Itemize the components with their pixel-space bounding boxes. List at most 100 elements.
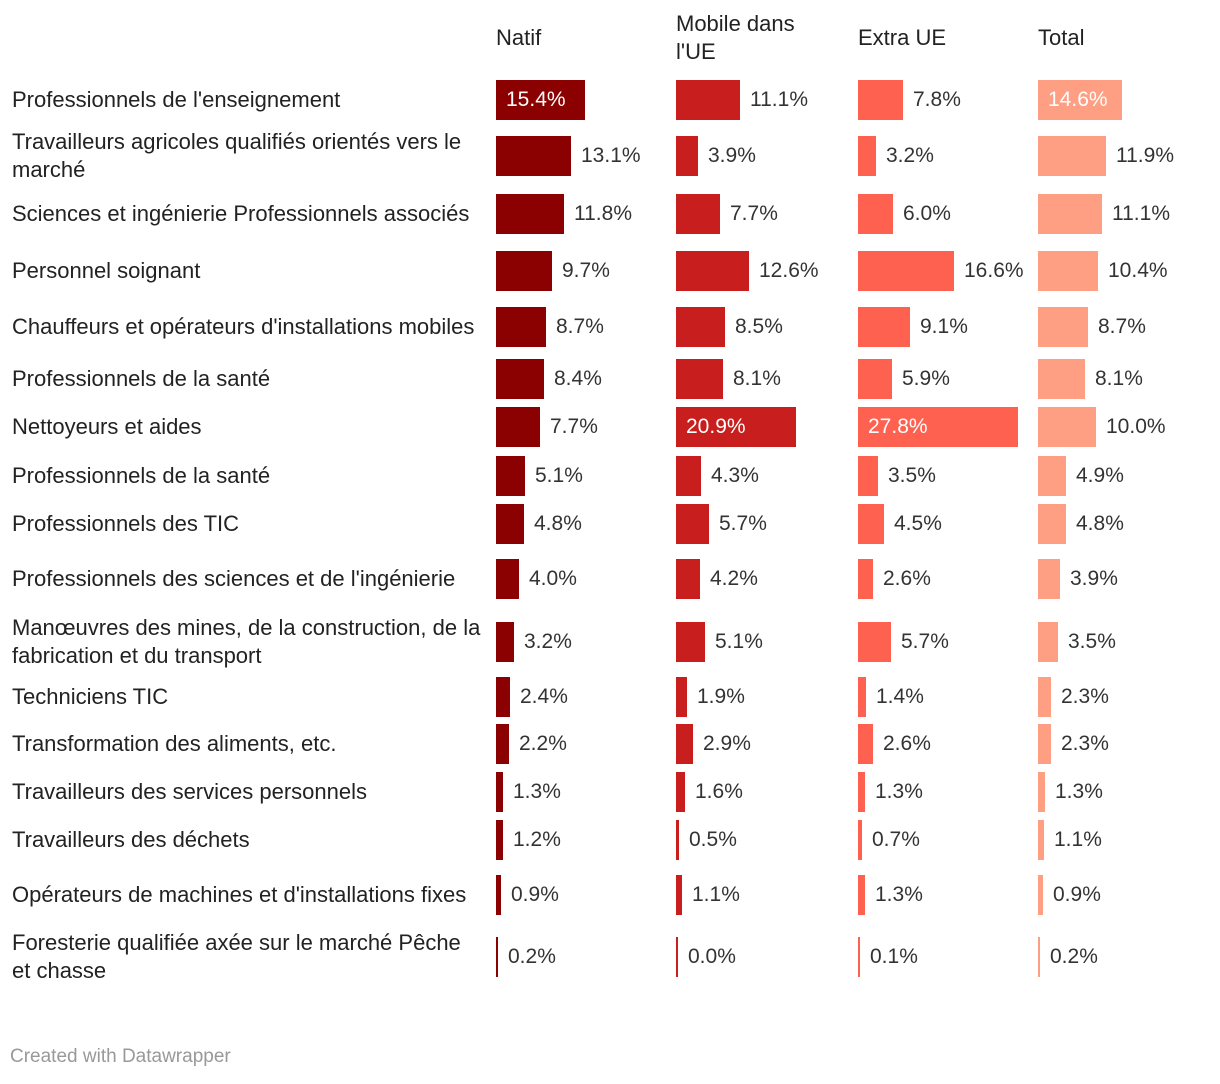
bar xyxy=(676,559,700,599)
bar xyxy=(676,456,701,496)
row-label: Professionnels des sciences et de l'ingé… xyxy=(12,566,456,591)
bar xyxy=(1038,772,1045,812)
bar xyxy=(1038,677,1051,717)
bar xyxy=(858,677,866,717)
bar xyxy=(496,724,509,764)
bar xyxy=(858,504,884,544)
row-label: Professionnels de la santé xyxy=(12,366,271,391)
value-label: 0.9% xyxy=(511,883,559,906)
value-label: 0.7% xyxy=(872,828,920,851)
bar xyxy=(858,136,876,176)
bar xyxy=(496,456,525,496)
value-label: 8.7% xyxy=(556,315,604,338)
bar xyxy=(858,875,865,915)
value-label: 2.6% xyxy=(883,732,931,755)
bar xyxy=(1038,80,1122,120)
value-label: 8.1% xyxy=(1095,367,1143,390)
value-label: 7.7% xyxy=(730,202,778,225)
row-label: Transformation des aliments, etc. xyxy=(12,731,337,756)
value-label: 3.9% xyxy=(1070,567,1118,590)
value-label: 4.9% xyxy=(1076,464,1124,487)
value-label: 11.8% xyxy=(574,202,632,225)
bar xyxy=(858,622,891,662)
value-label: 2.3% xyxy=(1061,732,1109,755)
footer-credit: Created with Datawrapper xyxy=(10,1046,231,1067)
row-label: Professionnels des TIC xyxy=(12,511,240,536)
value-label: 0.5% xyxy=(689,828,737,851)
bar xyxy=(858,724,873,764)
bar xyxy=(1038,937,1040,977)
column-header-1: Natif xyxy=(496,25,542,50)
bar xyxy=(676,307,725,347)
bar xyxy=(496,937,498,977)
column-header-3: Extra UE xyxy=(858,25,947,50)
row-label: Nettoyeurs et aides xyxy=(12,414,202,439)
value-label: 4.0% xyxy=(529,567,577,590)
bar xyxy=(676,80,740,120)
value-label: 14.6% xyxy=(1048,88,1108,111)
value-label: 16.6% xyxy=(964,259,1024,282)
value-label: 4.8% xyxy=(1076,512,1124,535)
value-label: 11.1% xyxy=(750,88,808,111)
bar xyxy=(496,772,503,812)
bar xyxy=(858,937,860,977)
value-label: 0.2% xyxy=(1050,945,1098,968)
value-label: 11.9% xyxy=(1116,144,1174,167)
bar xyxy=(858,251,954,291)
bar xyxy=(676,194,720,234)
bar xyxy=(496,820,503,860)
value-label: 8.4% xyxy=(554,367,602,390)
value-label: 0.1% xyxy=(870,945,918,968)
value-label: 0.0% xyxy=(688,945,736,968)
value-label: 11.1% xyxy=(1112,202,1170,225)
value-label: 6.0% xyxy=(903,202,951,225)
bar xyxy=(496,559,519,599)
value-label: 2.9% xyxy=(703,732,751,755)
value-label: 4.5% xyxy=(894,512,942,535)
bar xyxy=(676,875,682,915)
bar xyxy=(496,80,585,120)
value-label: 13.1% xyxy=(581,144,641,167)
bar xyxy=(858,456,878,496)
value-label: 10.0% xyxy=(1106,415,1166,438)
bar xyxy=(858,772,865,812)
value-label: 9.7% xyxy=(562,259,610,282)
bar xyxy=(1038,875,1043,915)
row-label: Opérateurs de machines et d'installation… xyxy=(12,882,467,907)
bar xyxy=(676,772,685,812)
bar xyxy=(496,136,571,176)
value-label: 4.8% xyxy=(534,512,582,535)
row-label: Travailleurs des services personnels xyxy=(12,779,367,804)
value-label: 1.3% xyxy=(875,883,923,906)
column-header-2: Mobile dans l'UE xyxy=(676,11,795,64)
value-label: 1.9% xyxy=(697,685,745,708)
value-label: 1.6% xyxy=(695,780,743,803)
value-label: 4.3% xyxy=(711,464,759,487)
value-label: 0.2% xyxy=(508,945,556,968)
bar xyxy=(496,194,564,234)
bar xyxy=(858,80,903,120)
bar xyxy=(1038,407,1096,447)
value-label: 20.9% xyxy=(686,415,746,438)
bar xyxy=(496,359,544,399)
row-label: Professionnels de l'enseignement xyxy=(12,87,341,112)
bar xyxy=(676,136,698,176)
value-label: 5.7% xyxy=(901,630,949,653)
row-label: Travailleurs des déchets xyxy=(12,827,250,852)
value-label: 3.2% xyxy=(886,144,934,167)
row-label: Travailleurs agricoles qualifiés orienté… xyxy=(12,129,462,182)
bar xyxy=(676,724,693,764)
bar xyxy=(1038,194,1102,234)
value-label: 1.4% xyxy=(876,685,924,708)
value-label: 7.8% xyxy=(913,88,961,111)
value-label: 2.6% xyxy=(883,567,931,590)
value-label: 5.1% xyxy=(715,630,763,653)
row-label: Professionnels de la santé xyxy=(12,463,271,488)
value-label: 9.1% xyxy=(920,315,968,338)
bar xyxy=(1038,136,1106,176)
row-label: Chauffeurs et opérateurs d'installations… xyxy=(12,314,475,339)
row-label: Techniciens TIC xyxy=(12,684,169,709)
value-label: 1.3% xyxy=(1055,780,1103,803)
bar xyxy=(496,251,552,291)
value-label: 5.7% xyxy=(719,512,767,535)
